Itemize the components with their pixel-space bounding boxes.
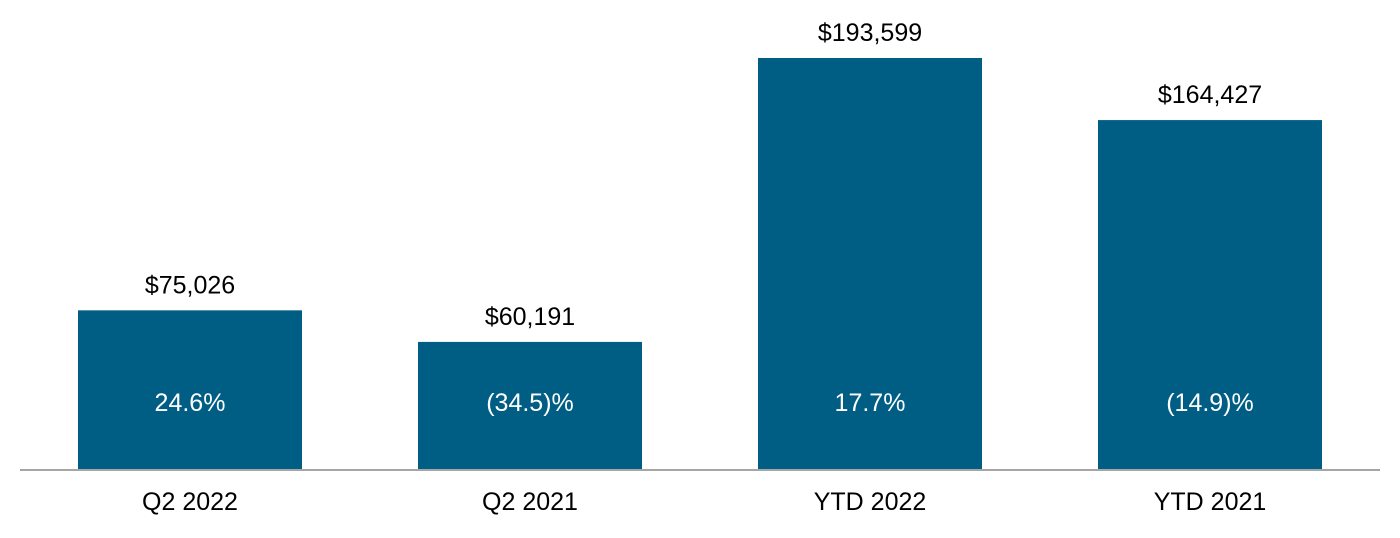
value-label-ytd-2022: $193,599 <box>818 19 922 47</box>
x-tick-label-ytd-2022: YTD 2022 <box>814 488 927 516</box>
bars-group <box>78 58 1322 470</box>
change-label-q2-2021: (34.5)% <box>486 389 574 417</box>
change-label-ytd-2021: (14.9)% <box>1166 389 1254 417</box>
value-label-ytd-2021: $164,427 <box>1158 81 1262 109</box>
bar-ytd-2021 <box>1098 120 1322 470</box>
labels-group: $75,026 24.6% Q2 2022 $60,191 (34.5)% Q2 2021… <box>142 19 1266 516</box>
change-label-q2-2022: 24.6% <box>155 389 226 417</box>
value-label-q2-2022: $75,026 <box>145 271 235 299</box>
bar-q2-2022 <box>78 310 302 470</box>
x-tick-label-q2-2021: Q2 2021 <box>482 488 578 516</box>
bar-q2-2021 <box>418 341 642 470</box>
x-tick-label-q2-2022: Q2 2022 <box>142 488 238 516</box>
value-label-q2-2021: $60,191 <box>485 303 575 331</box>
bar-ytd-2022 <box>758 58 982 470</box>
change-label-ytd-2022: 17.7% <box>835 389 906 417</box>
x-tick-label-ytd-2021: YTD 2021 <box>1154 488 1267 516</box>
